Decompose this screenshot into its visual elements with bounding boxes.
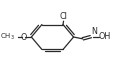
Text: OH: OH bbox=[99, 32, 111, 41]
Text: N: N bbox=[91, 27, 97, 36]
Text: CH$_3$: CH$_3$ bbox=[0, 32, 15, 42]
Text: O: O bbox=[20, 32, 26, 42]
Text: Cl: Cl bbox=[60, 12, 68, 21]
